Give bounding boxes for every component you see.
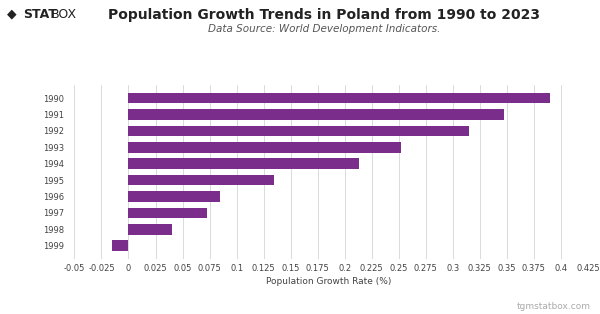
Bar (128, 126, 469, 136)
Bar (128, 158, 359, 169)
Text: ◆: ◆ (7, 8, 17, 21)
Text: Population Growth Trends in Poland from 1990 to 2023: Population Growth Trends in Poland from … (108, 8, 540, 22)
Bar (128, 142, 401, 153)
Text: STAT: STAT (23, 8, 56, 21)
X-axis label: Population Growth Rate (%): Population Growth Rate (%) (266, 277, 391, 286)
Text: Data Source: World Development Indicators.: Data Source: World Development Indicator… (208, 24, 440, 34)
Bar (128, 224, 172, 235)
Text: BOX: BOX (51, 8, 77, 21)
Bar (128, 93, 550, 103)
Bar (112, 241, 128, 251)
Bar (128, 109, 503, 120)
Bar (128, 175, 274, 186)
Bar (128, 191, 220, 202)
Text: tgmstatbox.com: tgmstatbox.com (517, 302, 591, 311)
Bar (128, 208, 208, 218)
